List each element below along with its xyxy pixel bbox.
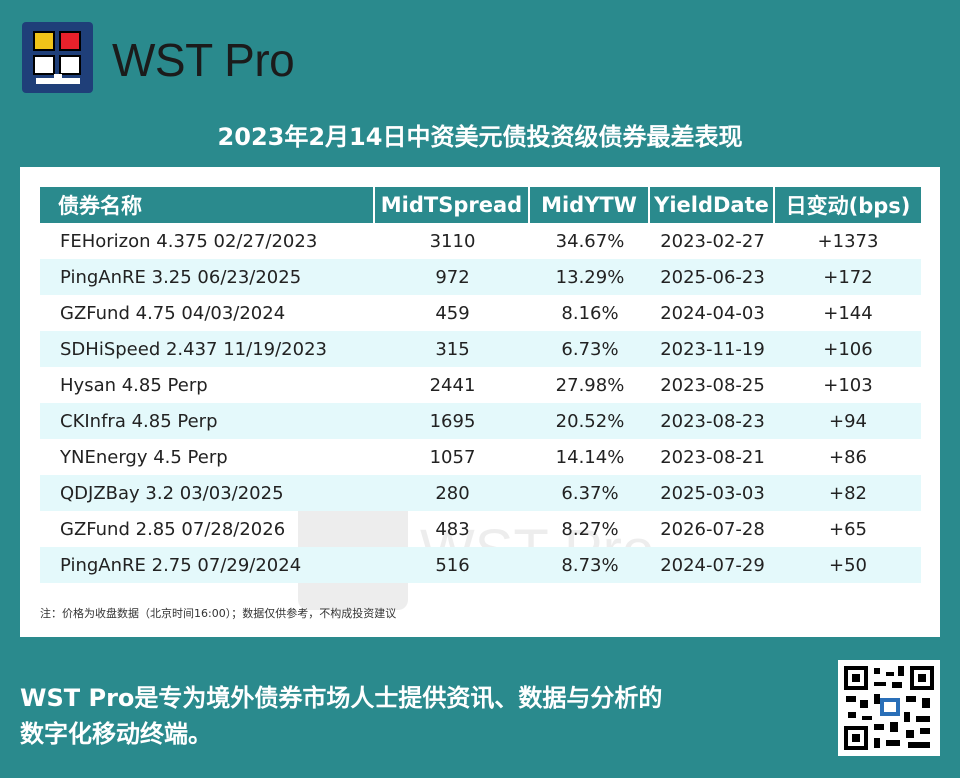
bond-name-cell: CKInfra 4.85 Perp xyxy=(60,410,218,432)
table-row: PingAnRE 3.25 06/23/2025 972 13.29% 2025-06… xyxy=(40,259,921,295)
daily-change-cell: +1373 xyxy=(817,230,879,252)
table-row: GZFund 4.75 04/03/2024 459 8.16% 2024-04-03… xyxy=(40,295,921,331)
yielddate-cell: 2023-02-27 xyxy=(660,230,765,252)
table-row: GZFund 2.85 07/28/2026 483 8.27% 2026-07-28… xyxy=(40,511,921,547)
table-row: Hysan 4.85 Perp 2441 27.98% 2023-08-25 +103 xyxy=(40,367,921,403)
table-row: CKInfra 4.85 Perp 1695 20.52% 2023-08-23 +94 xyxy=(40,403,921,439)
midytw-cell: 8.16% xyxy=(561,302,619,324)
bond-name-cell: Hysan 4.85 Perp xyxy=(60,374,208,396)
header-bond-name: 债券名称 xyxy=(40,187,375,223)
midytw-cell: 6.37% xyxy=(561,482,619,504)
daily-change-cell: +106 xyxy=(823,338,873,360)
midytw-cell: 34.67% xyxy=(555,230,625,252)
yielddate-cell: 2024-07-29 xyxy=(660,554,765,576)
bond-name-cell: GZFund 2.85 07/28/2026 xyxy=(60,518,286,540)
page-title: 2023年2月14日中资美元债投资级债券最差表现 xyxy=(217,123,743,151)
yielddate-cell: 2025-06-23 xyxy=(660,266,765,288)
header-daily-change: 日变动(bps) xyxy=(785,194,911,218)
header-midytw: MidYTW xyxy=(530,187,650,223)
footer-line-1: WST Pro是专为境外债券市场人士提供资讯、数据与分析的 xyxy=(20,684,663,712)
midytw-cell: 20.52% xyxy=(555,410,625,432)
wst-logo-icon xyxy=(22,22,93,93)
footer-line-2: 数字化移动终端。 xyxy=(20,720,212,748)
midytw-cell: 13.29% xyxy=(555,266,625,288)
bond-name-cell: SDHiSpeed 2.437 11/19/2023 xyxy=(60,338,327,360)
daily-change-cell: +103 xyxy=(823,374,873,396)
bond-name-cell: QDJZBay 3.2 03/03/2025 xyxy=(60,482,284,504)
qr-code-icon xyxy=(838,660,940,756)
midtspread-cell: 3110 xyxy=(429,230,476,252)
yielddate-cell: 2023-08-21 xyxy=(660,446,765,468)
footnote: 注：价格为收盘数据（北京时间16:00）；数据仅供参考，不构成投资建议 xyxy=(40,607,397,620)
bond-name-cell: PingAnRE 2.75 07/29/2024 xyxy=(60,554,302,576)
daily-change-cell: +86 xyxy=(829,446,867,468)
midytw-cell: 8.27% xyxy=(561,518,619,540)
midtspread-cell: 280 xyxy=(435,482,470,504)
table-header: 债券名称 MidTSpread MidYTW YieldDate 日变动(bps… xyxy=(40,187,921,223)
midytw-cell: 6.73% xyxy=(561,338,619,360)
daily-change-cell: +50 xyxy=(829,554,867,576)
midtspread-cell: 516 xyxy=(435,554,470,576)
midtspread-cell: 483 xyxy=(435,518,470,540)
daily-change-cell: +172 xyxy=(823,266,873,288)
bond-table: 债券名称 MidTSpread MidYTW YieldDate 日变动(bps… xyxy=(40,187,921,583)
footer-slogan: WST Pro是专为境外债券市场人士提供资讯、数据与分析的 数字化移动终端。 xyxy=(20,680,800,752)
table-row: SDHiSpeed 2.437 11/19/2023 315 6.73% 2023-1… xyxy=(40,331,921,367)
midtspread-cell: 1695 xyxy=(429,410,476,432)
yielddate-cell: 2025-03-03 xyxy=(660,482,765,504)
table-row: YNEnergy 4.5 Perp 1057 14.14% 2023-08-21 +86 xyxy=(40,439,921,475)
table-row: QDJZBay 3.2 03/03/2025 280 6.37% 2025-03-03… xyxy=(40,475,921,511)
daily-change-cell: +94 xyxy=(829,410,867,432)
table-body: FEHorizon 4.375 02/27/2023 3110 34.67% 2023… xyxy=(40,223,921,583)
header-midtspread: MidTSpread xyxy=(375,187,530,223)
yielddate-cell: 2023-08-23 xyxy=(660,410,765,432)
midytw-cell: 14.14% xyxy=(555,446,625,468)
brand-name: WST Pro xyxy=(112,34,295,86)
midytw-cell: 27.98% xyxy=(555,374,625,396)
midtspread-cell: 315 xyxy=(435,338,470,360)
yielddate-cell: 2024-04-03 xyxy=(660,302,765,324)
header-yielddate: YieldDate xyxy=(650,187,775,223)
midtspread-cell: 459 xyxy=(435,302,470,324)
midytw-cell: 8.73% xyxy=(561,554,619,576)
yielddate-cell: 2023-08-25 xyxy=(660,374,765,396)
yielddate-cell: 2026-07-28 xyxy=(660,518,765,540)
bond-name-cell: GZFund 4.75 04/03/2024 xyxy=(60,302,286,324)
bond-name-cell: PingAnRE 3.25 06/23/2025 xyxy=(60,266,302,288)
midtspread-cell: 2441 xyxy=(429,374,476,396)
table-panel: WST Pro 债券名称 MidTSpread MidYTW YieldDate… xyxy=(20,167,940,637)
daily-change-cell: +82 xyxy=(829,482,867,504)
daily-change-cell: +144 xyxy=(823,302,873,324)
table-row: FEHorizon 4.375 02/27/2023 3110 34.67% 2023… xyxy=(40,223,921,259)
daily-change-cell: +65 xyxy=(829,518,867,540)
bond-name-cell: YNEnergy 4.5 Perp xyxy=(60,446,228,468)
midtspread-cell: 1057 xyxy=(429,446,476,468)
bond-name-cell: FEHorizon 4.375 02/27/2023 xyxy=(60,230,318,252)
yielddate-cell: 2023-11-19 xyxy=(660,338,765,360)
table-row: PingAnRE 2.75 07/29/2024 516 8.73% 2024-07-… xyxy=(40,547,921,583)
midtspread-cell: 972 xyxy=(435,266,470,288)
